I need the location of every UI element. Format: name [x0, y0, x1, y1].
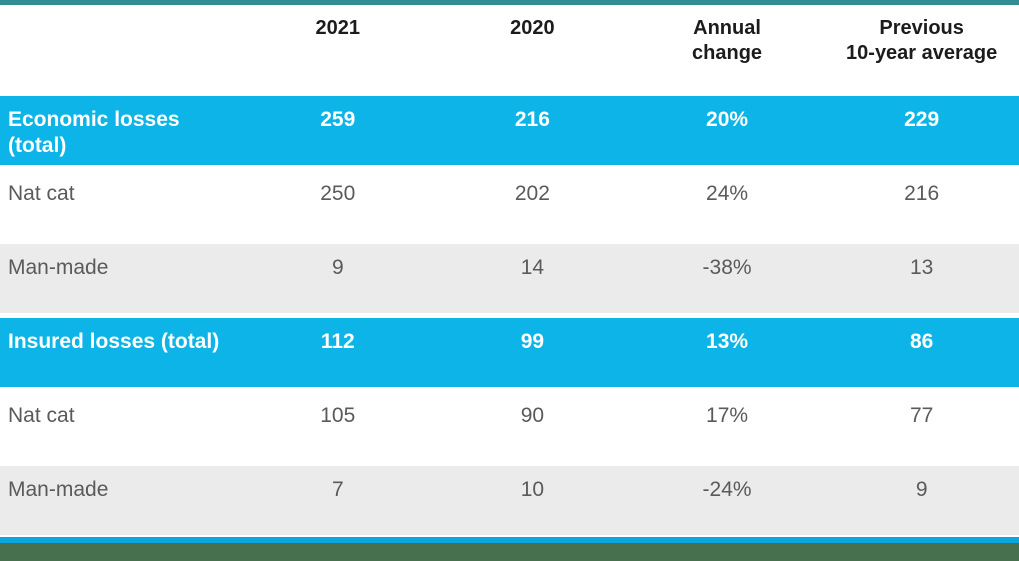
bottom-green-bar: [0, 543, 1019, 561]
row-label: Insured losses (total): [8, 330, 220, 353]
table-header-row: 2021 2020 Annual change Previous 10-year…: [0, 5, 1019, 96]
header-line: Annual: [693, 17, 761, 39]
header-col-2020: 2020: [435, 5, 630, 96]
header-col-2021: 2021: [240, 5, 435, 96]
value-2020: 202: [514, 182, 550, 205]
row-label: Man-made: [8, 256, 109, 279]
row-label: Nat cat: [8, 182, 75, 205]
value-10yr-average: 229: [904, 108, 940, 131]
top-accent-bar: [0, 0, 1019, 5]
header-line: change: [692, 42, 763, 64]
header-line: 10-year average: [846, 42, 998, 64]
header-line: Previous: [879, 17, 964, 39]
table-row-economic-losses-total: Economic losses (total) 259 216 20% 229: [0, 96, 1019, 165]
table-row-insured-nat-cat: Nat cat 105 90 17% 77: [0, 392, 1019, 461]
value-2021: 259: [320, 108, 356, 131]
header-corner-cell: [0, 5, 240, 96]
header-col-annual-change: Annual change: [630, 5, 825, 96]
value-annual-change: 24%: [706, 182, 749, 205]
value-2021: 7: [331, 478, 344, 501]
value-10yr-average: 13: [909, 256, 934, 279]
value-2021: 9: [331, 256, 344, 279]
table-row-insured-man-made: Man-made 7 10 -24% 9: [0, 466, 1019, 535]
table-row-economic-man-made: Man-made 9 14 -38% 13: [0, 244, 1019, 313]
row-label: Man-made: [8, 478, 109, 501]
table-row-economic-nat-cat: Nat cat 250 202 24% 216: [0, 170, 1019, 239]
header-col-10yr-average: Previous 10-year average: [824, 5, 1019, 96]
value-2021: 250: [320, 182, 356, 205]
value-2021: 105: [320, 404, 356, 427]
value-2020: 10: [520, 478, 545, 501]
value-10yr-average: 86: [909, 330, 934, 353]
value-2021: 112: [320, 330, 355, 353]
value-annual-change: 13%: [706, 330, 749, 353]
table-row-insured-losses-total: Insured losses (total) 112 99 13% 86: [0, 318, 1019, 387]
value-2020: 90: [520, 404, 545, 427]
value-10yr-average: 216: [904, 182, 940, 205]
value-2020: 99: [520, 330, 545, 353]
value-10yr-average: 77: [909, 404, 934, 427]
row-label: Economic losses (total): [8, 108, 180, 157]
value-annual-change: -24%: [702, 478, 752, 501]
bottom-accent-line: [0, 537, 1019, 543]
header-line: 2021: [315, 17, 361, 39]
row-label: Nat cat: [8, 404, 75, 427]
losses-table: 2021 2020 Annual change Previous 10-year…: [0, 5, 1019, 535]
value-annual-change: -38%: [702, 256, 752, 279]
value-10yr-average: 9: [915, 478, 928, 501]
header-line: 2020: [510, 17, 555, 39]
value-2020: 216: [514, 108, 550, 131]
value-annual-change: 20%: [706, 108, 749, 131]
value-2020: 14: [520, 256, 545, 279]
value-annual-change: 17%: [706, 404, 749, 427]
